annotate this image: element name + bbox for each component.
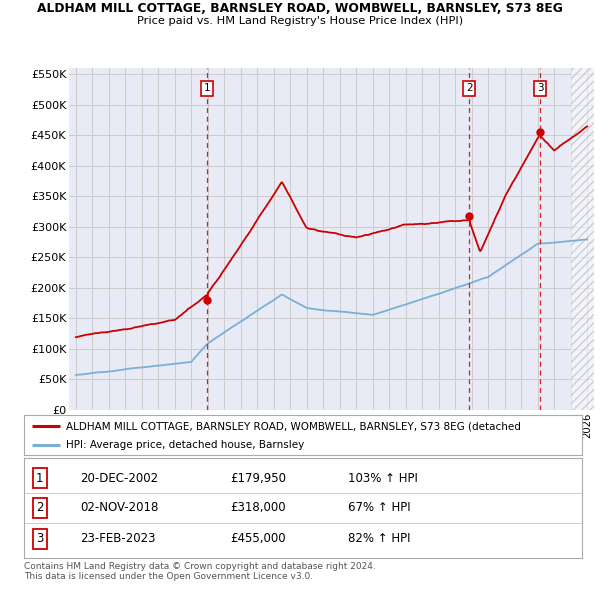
Text: 1: 1 [36,472,43,485]
Text: £318,000: £318,000 [230,502,286,514]
Text: 82% ↑ HPI: 82% ↑ HPI [347,532,410,545]
Text: £179,950: £179,950 [230,472,286,485]
Text: 67% ↑ HPI: 67% ↑ HPI [347,502,410,514]
Text: Contains HM Land Registry data © Crown copyright and database right 2024.: Contains HM Land Registry data © Crown c… [24,562,376,571]
Text: £455,000: £455,000 [230,532,286,545]
Text: 1: 1 [204,83,211,93]
Bar [571,68,594,410]
Text: 20-DEC-2002: 20-DEC-2002 [80,472,158,485]
Text: 23-FEB-2023: 23-FEB-2023 [80,532,155,545]
Text: Price paid vs. HM Land Registry's House Price Index (HPI): Price paid vs. HM Land Registry's House … [137,16,463,26]
Text: 103% ↑ HPI: 103% ↑ HPI [347,472,418,485]
Text: 3: 3 [36,532,43,545]
Text: This data is licensed under the Open Government Licence v3.0.: This data is licensed under the Open Gov… [24,572,313,581]
Text: 02-NOV-2018: 02-NOV-2018 [80,502,158,514]
Text: ALDHAM MILL COTTAGE, BARNSLEY ROAD, WOMBWELL, BARNSLEY, S73 8EG (detached: ALDHAM MILL COTTAGE, BARNSLEY ROAD, WOMB… [66,421,521,431]
Text: ALDHAM MILL COTTAGE, BARNSLEY ROAD, WOMBWELL, BARNSLEY, S73 8EG: ALDHAM MILL COTTAGE, BARNSLEY ROAD, WOMB… [37,2,563,15]
Text: 2: 2 [36,502,43,514]
Text: 2: 2 [466,83,473,93]
Text: 3: 3 [537,83,544,93]
Text: HPI: Average price, detached house, Barnsley: HPI: Average price, detached house, Barn… [66,440,304,450]
